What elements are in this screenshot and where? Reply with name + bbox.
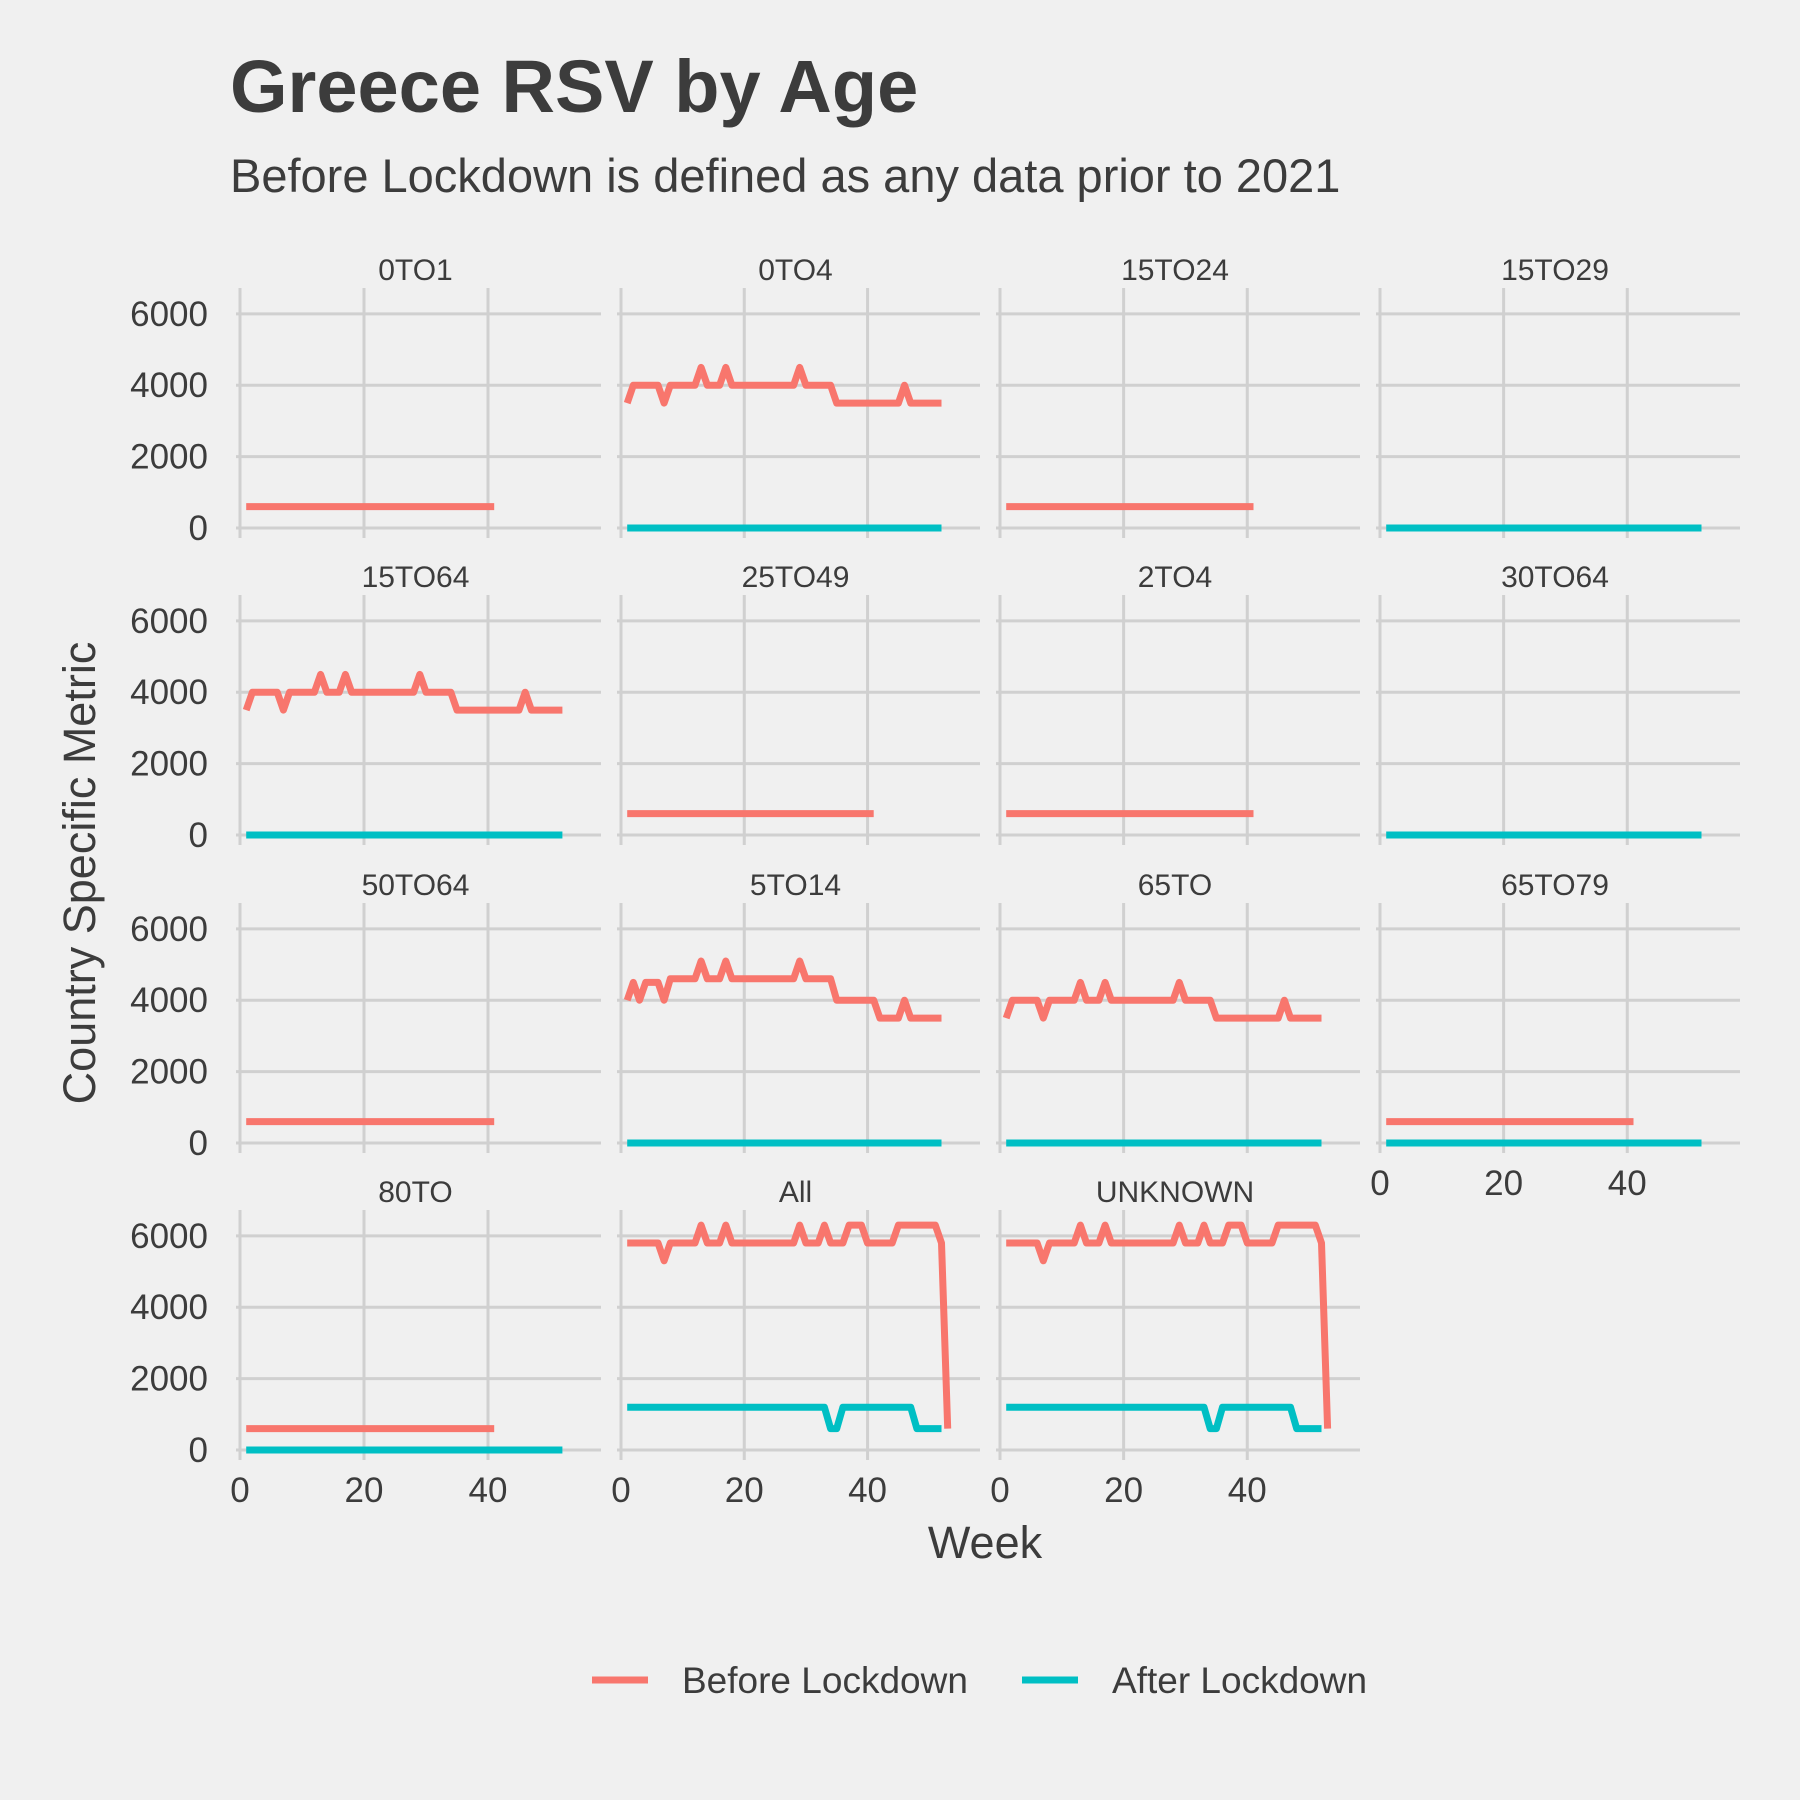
x-tick-label: 0: [1370, 1164, 1389, 1203]
facet-strip-label: 65TO79: [1501, 869, 1609, 902]
series-line-after-lockdown: [1006, 1403, 1322, 1433]
x-tick-label: 20: [725, 1471, 764, 1510]
facet-strip-label: 0TO4: [758, 254, 833, 287]
y-axis-label: Country Specific Metric: [54, 642, 105, 1105]
y-tick-label: 2000: [130, 1360, 208, 1399]
facet-strip-label: 30TO64: [1501, 561, 1609, 594]
facet-strip-label: 65TO: [1138, 869, 1213, 902]
series-line-before-lockdown: [623, 363, 942, 407]
y-tick-label: 6000: [130, 910, 208, 949]
facet-strip-label: UNKNOWN: [1096, 1176, 1254, 1209]
facet-panel-unknown: UNKNOWN 0 20 40: [990, 1176, 1360, 1510]
facet-panel-all: All 0 20 40: [611, 1176, 980, 1510]
chart-subtitle: Before Lockdown is defined as any data p…: [230, 149, 1340, 202]
facet-panel-80to: 80TO 0 2000 4000 6000 0 20 40: [130, 1176, 601, 1510]
x-tick-label: 40: [469, 1471, 508, 1510]
facet-strip-label: 15TO29: [1501, 254, 1609, 287]
facet-panel-2to4: 2TO4: [996, 561, 1360, 845]
y-tick-label: 0: [189, 509, 208, 548]
series-line-before-lockdown: [623, 957, 942, 1022]
y-tick-label: 0: [189, 1124, 208, 1163]
y-tick-label: 4000: [130, 366, 208, 405]
x-tick-label: 0: [990, 1471, 1009, 1510]
facet-panel-50to64: 50TO64 0 2000 4000 6000: [130, 869, 601, 1163]
legend-label: After Lockdown: [1112, 1660, 1367, 1701]
series-line-before-lockdown: [242, 670, 563, 714]
facet-panel-30to64: 30TO64: [1376, 561, 1740, 845]
facet-panel-15to64: 15TO64 0 2000 4000 6000: [130, 561, 601, 855]
facet-strip-label: 25TO49: [742, 561, 850, 594]
facet-strip-label: 15TO24: [1121, 254, 1229, 287]
x-tick-label: 20: [1104, 1471, 1143, 1510]
x-tick-label: 40: [1608, 1164, 1647, 1203]
series-line-before-lockdown: [1002, 978, 1322, 1022]
y-tick-label: 0: [189, 1431, 208, 1470]
legend: Before Lockdown After Lockdown: [592, 1660, 1367, 1701]
facet-strip-label: 15TO64: [362, 561, 470, 594]
x-tick-label: 20: [1484, 1164, 1523, 1203]
y-tick-label: 2000: [130, 745, 208, 784]
y-tick-label: 4000: [130, 981, 208, 1020]
y-tick-label: 2000: [130, 1053, 208, 1092]
x-tick-label: 40: [848, 1471, 887, 1510]
y-tick-label: 6000: [130, 295, 208, 334]
facet-panel-15to24: 15TO24: [996, 254, 1360, 538]
y-tick-label: 0: [189, 816, 208, 855]
series-line-after-lockdown: [627, 1403, 942, 1433]
facet-panel-0to4: 0TO4: [617, 254, 980, 538]
x-tick-label: 0: [230, 1471, 249, 1510]
series-line-before-lockdown: [627, 1221, 952, 1429]
chart-title: Greece RSV by Age: [230, 45, 918, 128]
x-axis-label: Week: [928, 1517, 1043, 1568]
x-tick-label: 0: [611, 1471, 630, 1510]
facet-strip-label: 2TO4: [1138, 561, 1213, 594]
facet-strip-label: 80TO: [378, 1176, 453, 1209]
facet-strip-label: 0TO1: [378, 254, 453, 287]
y-tick-label: 6000: [130, 602, 208, 641]
legend-item-before: Before Lockdown: [592, 1660, 968, 1701]
y-tick-label: 6000: [130, 1217, 208, 1256]
legend-item-after: After Lockdown: [1022, 1660, 1367, 1701]
facet-panel-65to: 65TO: [996, 869, 1360, 1153]
x-tick-label: 20: [345, 1471, 384, 1510]
facet-panel-25to49: 25TO49: [617, 561, 980, 845]
facet-strip-label: All: [779, 1176, 812, 1209]
facet-strip-label: 5TO14: [750, 869, 841, 902]
legend-label: Before Lockdown: [682, 1660, 968, 1701]
facet-panel-0to1: 0TO1 0 2000 4000 6000: [130, 254, 601, 548]
facet-panel-65to79: 65TO79 0 20 40: [1370, 869, 1740, 1203]
x-tick-label: 40: [1228, 1471, 1267, 1510]
facet-panel-15to29: 15TO29: [1376, 254, 1740, 538]
facet-panel-5to14: 5TO14: [617, 869, 980, 1153]
series-line-before-lockdown: [1006, 1221, 1332, 1429]
facet-strip-label: 50TO64: [362, 869, 470, 902]
y-tick-label: 4000: [130, 1288, 208, 1327]
y-tick-label: 4000: [130, 673, 208, 712]
y-tick-label: 2000: [130, 438, 208, 477]
